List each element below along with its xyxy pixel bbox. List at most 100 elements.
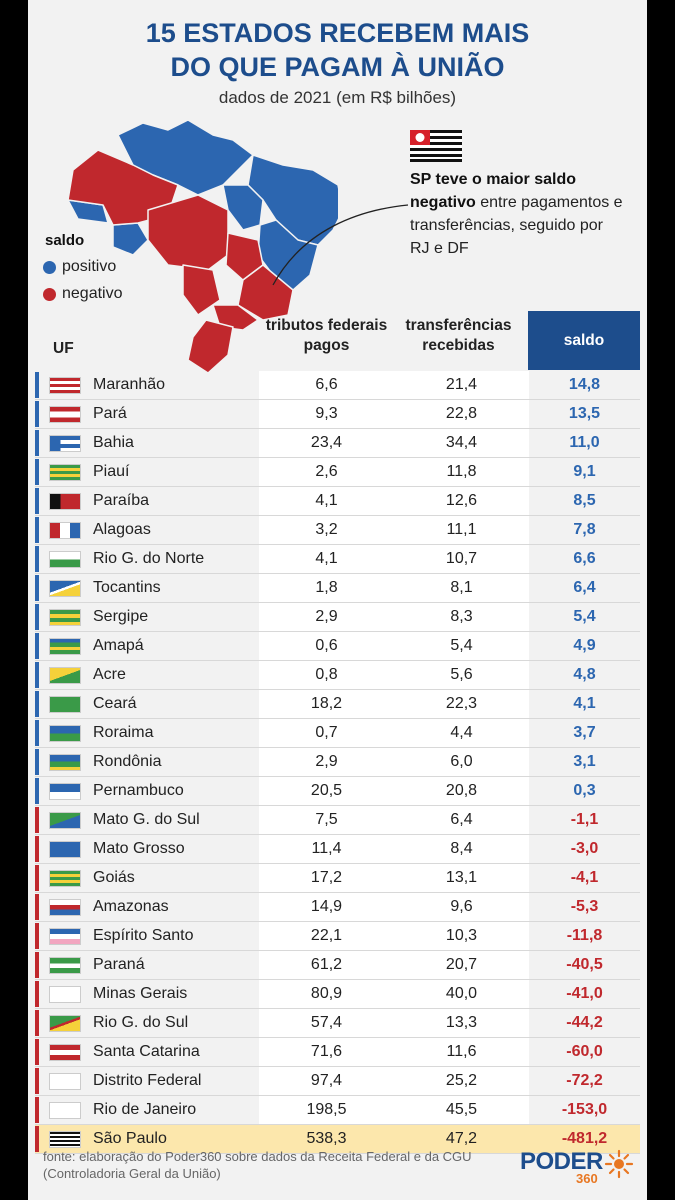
tributos-value: 3,2 bbox=[315, 521, 338, 538]
state-name: Piauí bbox=[93, 463, 130, 480]
row-values-bg bbox=[259, 951, 529, 979]
saldo-sign-bar bbox=[35, 952, 39, 978]
header-transferencias: transferências recebidas bbox=[405, 317, 512, 354]
tributos-value: 20,5 bbox=[310, 782, 343, 799]
state-flag-icon bbox=[49, 667, 81, 684]
transferencias-value: 9,6 bbox=[450, 898, 473, 915]
header-tributos: tributos federais pagos bbox=[265, 317, 388, 354]
saldo-sign-bar bbox=[35, 575, 39, 601]
table-row: Paraíba 4,1 12,6 8,5 bbox=[35, 487, 640, 516]
table-row: Distrito Federal 97,4 25,2 -72,2 bbox=[35, 1067, 640, 1096]
saldo-sign-bar bbox=[35, 430, 39, 456]
tributos-value: 17,2 bbox=[310, 869, 343, 886]
tributos-value: 4,1 bbox=[315, 492, 338, 509]
transferencias-value: 11,6 bbox=[446, 1043, 477, 1060]
saldo-value: 14,8 bbox=[568, 376, 601, 393]
table-row: Espírito Santo 22,1 10,3 -11,8 bbox=[35, 922, 640, 951]
saldo-sign-bar bbox=[35, 372, 39, 398]
tributos-value: 0,6 bbox=[315, 637, 338, 654]
state-name: Mato G. do Sul bbox=[93, 811, 200, 828]
state-name: Sergipe bbox=[93, 608, 149, 625]
saldo-sign-bar bbox=[35, 546, 39, 572]
saldo-value: 4,1 bbox=[573, 695, 596, 712]
transferencias-value: 5,6 bbox=[450, 666, 473, 683]
state-flag-icon bbox=[49, 609, 81, 626]
transferencias-value: 8,1 bbox=[450, 579, 473, 596]
table-row: Sergipe 2,9 8,3 5,4 bbox=[35, 603, 640, 632]
legend-positive: positivo bbox=[43, 258, 116, 276]
title-line-2: DO QUE PAGAM À UNIÃO bbox=[170, 52, 505, 82]
state-flag-icon bbox=[49, 493, 81, 510]
saldo-value: 6,4 bbox=[573, 579, 596, 596]
state-flag-icon bbox=[49, 986, 81, 1003]
saldo-sign-bar bbox=[35, 749, 39, 775]
state-name: Acre bbox=[93, 666, 126, 683]
saldo-value: -40,5 bbox=[566, 956, 603, 973]
state-flag-icon bbox=[49, 957, 81, 974]
row-values-bg bbox=[259, 922, 529, 950]
state-name: Goiás bbox=[93, 869, 135, 886]
tributos-value: 71,6 bbox=[310, 1043, 343, 1060]
saldo-value: 11,0 bbox=[569, 434, 600, 451]
note: SP teve o maior saldo negativo entre pag… bbox=[410, 168, 625, 260]
row-values-bg bbox=[259, 1067, 529, 1095]
tributos-value: 97,4 bbox=[310, 1072, 343, 1089]
table-row: Bahia 23,4 34,4 11,0 bbox=[35, 429, 640, 458]
saldo-sign-bar bbox=[35, 517, 39, 543]
state-name: Alagoas bbox=[93, 521, 151, 538]
subtitle: dados de 2021 (em R$ bilhões) bbox=[218, 88, 457, 107]
row-values-bg bbox=[259, 574, 529, 602]
tributos-value: 198,5 bbox=[306, 1101, 347, 1118]
row-values-bg bbox=[259, 835, 529, 863]
row-values-bg bbox=[259, 429, 529, 457]
state-name: Minas Gerais bbox=[93, 985, 188, 1002]
tributos-value: 80,9 bbox=[310, 985, 343, 1002]
row-values-bg bbox=[259, 632, 529, 660]
transferencias-value: 12,6 bbox=[445, 492, 478, 509]
table-row: Paraná 61,2 20,7 -40,5 bbox=[35, 951, 640, 980]
saldo-value: 7,8 bbox=[573, 521, 596, 538]
state-flag-icon bbox=[49, 464, 81, 481]
table-row: Mato G. do Sul 7,5 6,4 -1,1 bbox=[35, 806, 640, 835]
saldo-sign-bar bbox=[35, 1097, 39, 1123]
saldo-sign-bar bbox=[35, 1068, 39, 1094]
saldo-value: 9,1 bbox=[573, 463, 596, 480]
saldo-value: -41,0 bbox=[566, 985, 603, 1002]
table-row: Alagoas 3,2 11,1 7,8 bbox=[35, 516, 640, 545]
map-south-region bbox=[187, 319, 234, 374]
table-row: Acre 0,8 5,6 4,8 bbox=[35, 661, 640, 690]
saldo-value: -60,0 bbox=[566, 1043, 603, 1060]
saldo-value: 5,4 bbox=[573, 608, 596, 625]
legend-negative: negativo bbox=[43, 285, 123, 303]
transferencias-value: 20,7 bbox=[445, 956, 478, 973]
saldo-value: -72,2 bbox=[566, 1072, 603, 1089]
state-flag-icon bbox=[49, 1131, 81, 1148]
transferencias-value: 22,3 bbox=[445, 695, 478, 712]
table-row: Rio G. do Norte 4,1 10,7 6,6 bbox=[35, 545, 640, 574]
saldo-sign-bar bbox=[35, 981, 39, 1007]
table-row: Santa Catarina 71,6 11,6 -60,0 bbox=[35, 1038, 640, 1067]
row-values-bg bbox=[259, 400, 529, 428]
state-flag-icon bbox=[49, 870, 81, 887]
state-name: Mato Grosso bbox=[93, 840, 185, 857]
map-amazonas-region bbox=[67, 149, 179, 226]
saldo-value: 6,6 bbox=[573, 550, 596, 567]
saldo-sign-bar bbox=[35, 604, 39, 630]
table-row: Piauí 2,6 11,8 9,1 bbox=[35, 458, 640, 487]
state-name: Santa Catarina bbox=[93, 1043, 200, 1060]
saldo-sign-bar bbox=[35, 401, 39, 427]
poder360-logo: PODER bbox=[520, 1148, 603, 1175]
tributos-value: 4,1 bbox=[315, 550, 338, 567]
state-flag-icon bbox=[49, 1015, 81, 1032]
row-values-bg bbox=[259, 1096, 529, 1124]
state-name: Amapá bbox=[93, 637, 144, 654]
row-values-bg bbox=[259, 458, 529, 486]
saldo-sign-bar bbox=[35, 778, 39, 804]
table-row: Mato Grosso 11,4 8,4 -3,0 bbox=[35, 835, 640, 864]
tributos-value: 23,4 bbox=[310, 434, 343, 451]
tributos-value: 22,1 bbox=[310, 927, 343, 944]
table-row: Amazonas 14,9 9,6 -5,3 bbox=[35, 893, 640, 922]
saldo-value: -5,3 bbox=[570, 898, 599, 915]
note-rest: entre pagamentos e transferências, segui… bbox=[410, 194, 623, 257]
row-values-bg bbox=[259, 806, 529, 834]
